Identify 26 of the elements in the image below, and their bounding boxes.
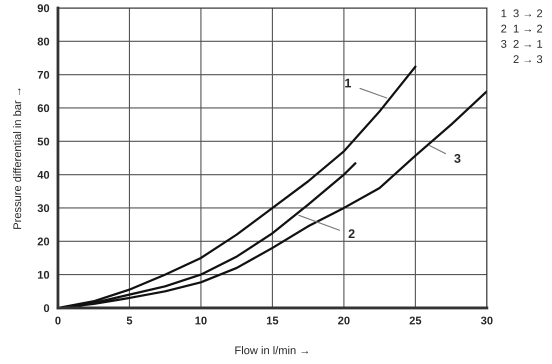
x-tick-label: 15 xyxy=(266,316,278,324)
y-axis-title: Pressure differential in bar → xyxy=(13,88,22,229)
annotation: 2 xyxy=(348,229,355,238)
y-tick-label: 10 xyxy=(38,270,50,279)
y-tick-label: 50 xyxy=(38,138,50,146)
y-tick-label: 40 xyxy=(37,170,50,179)
y-tick-label: 60 xyxy=(38,104,50,112)
x-tick-label: 20 xyxy=(338,316,350,324)
y-tick-label: 90 xyxy=(38,4,50,12)
x-tick-label: 25 xyxy=(410,316,422,324)
y-tick-label: 20 xyxy=(38,238,50,246)
y-tick-label: 0 xyxy=(44,304,50,312)
x-axis-title: Flow in l/min → xyxy=(235,346,308,354)
text: 3 2 → 1 xyxy=(501,40,542,48)
text: 2 1 → 2 xyxy=(501,24,542,32)
x-tick-label: 30 xyxy=(480,316,493,324)
text: 1 3 → 2 xyxy=(502,9,542,18)
y-tick-label: 80 xyxy=(38,38,50,46)
text: 2 → 3 xyxy=(514,55,542,64)
annotation: 1 xyxy=(345,78,352,88)
x-tick-label: 5 xyxy=(126,316,132,324)
annotation: 3 xyxy=(454,154,460,163)
x-tick-label: 0 xyxy=(55,316,61,324)
y-tick-label: 70 xyxy=(38,70,50,79)
y-tick-label: 30 xyxy=(38,204,50,212)
x-tick-label: 10 xyxy=(195,316,207,324)
